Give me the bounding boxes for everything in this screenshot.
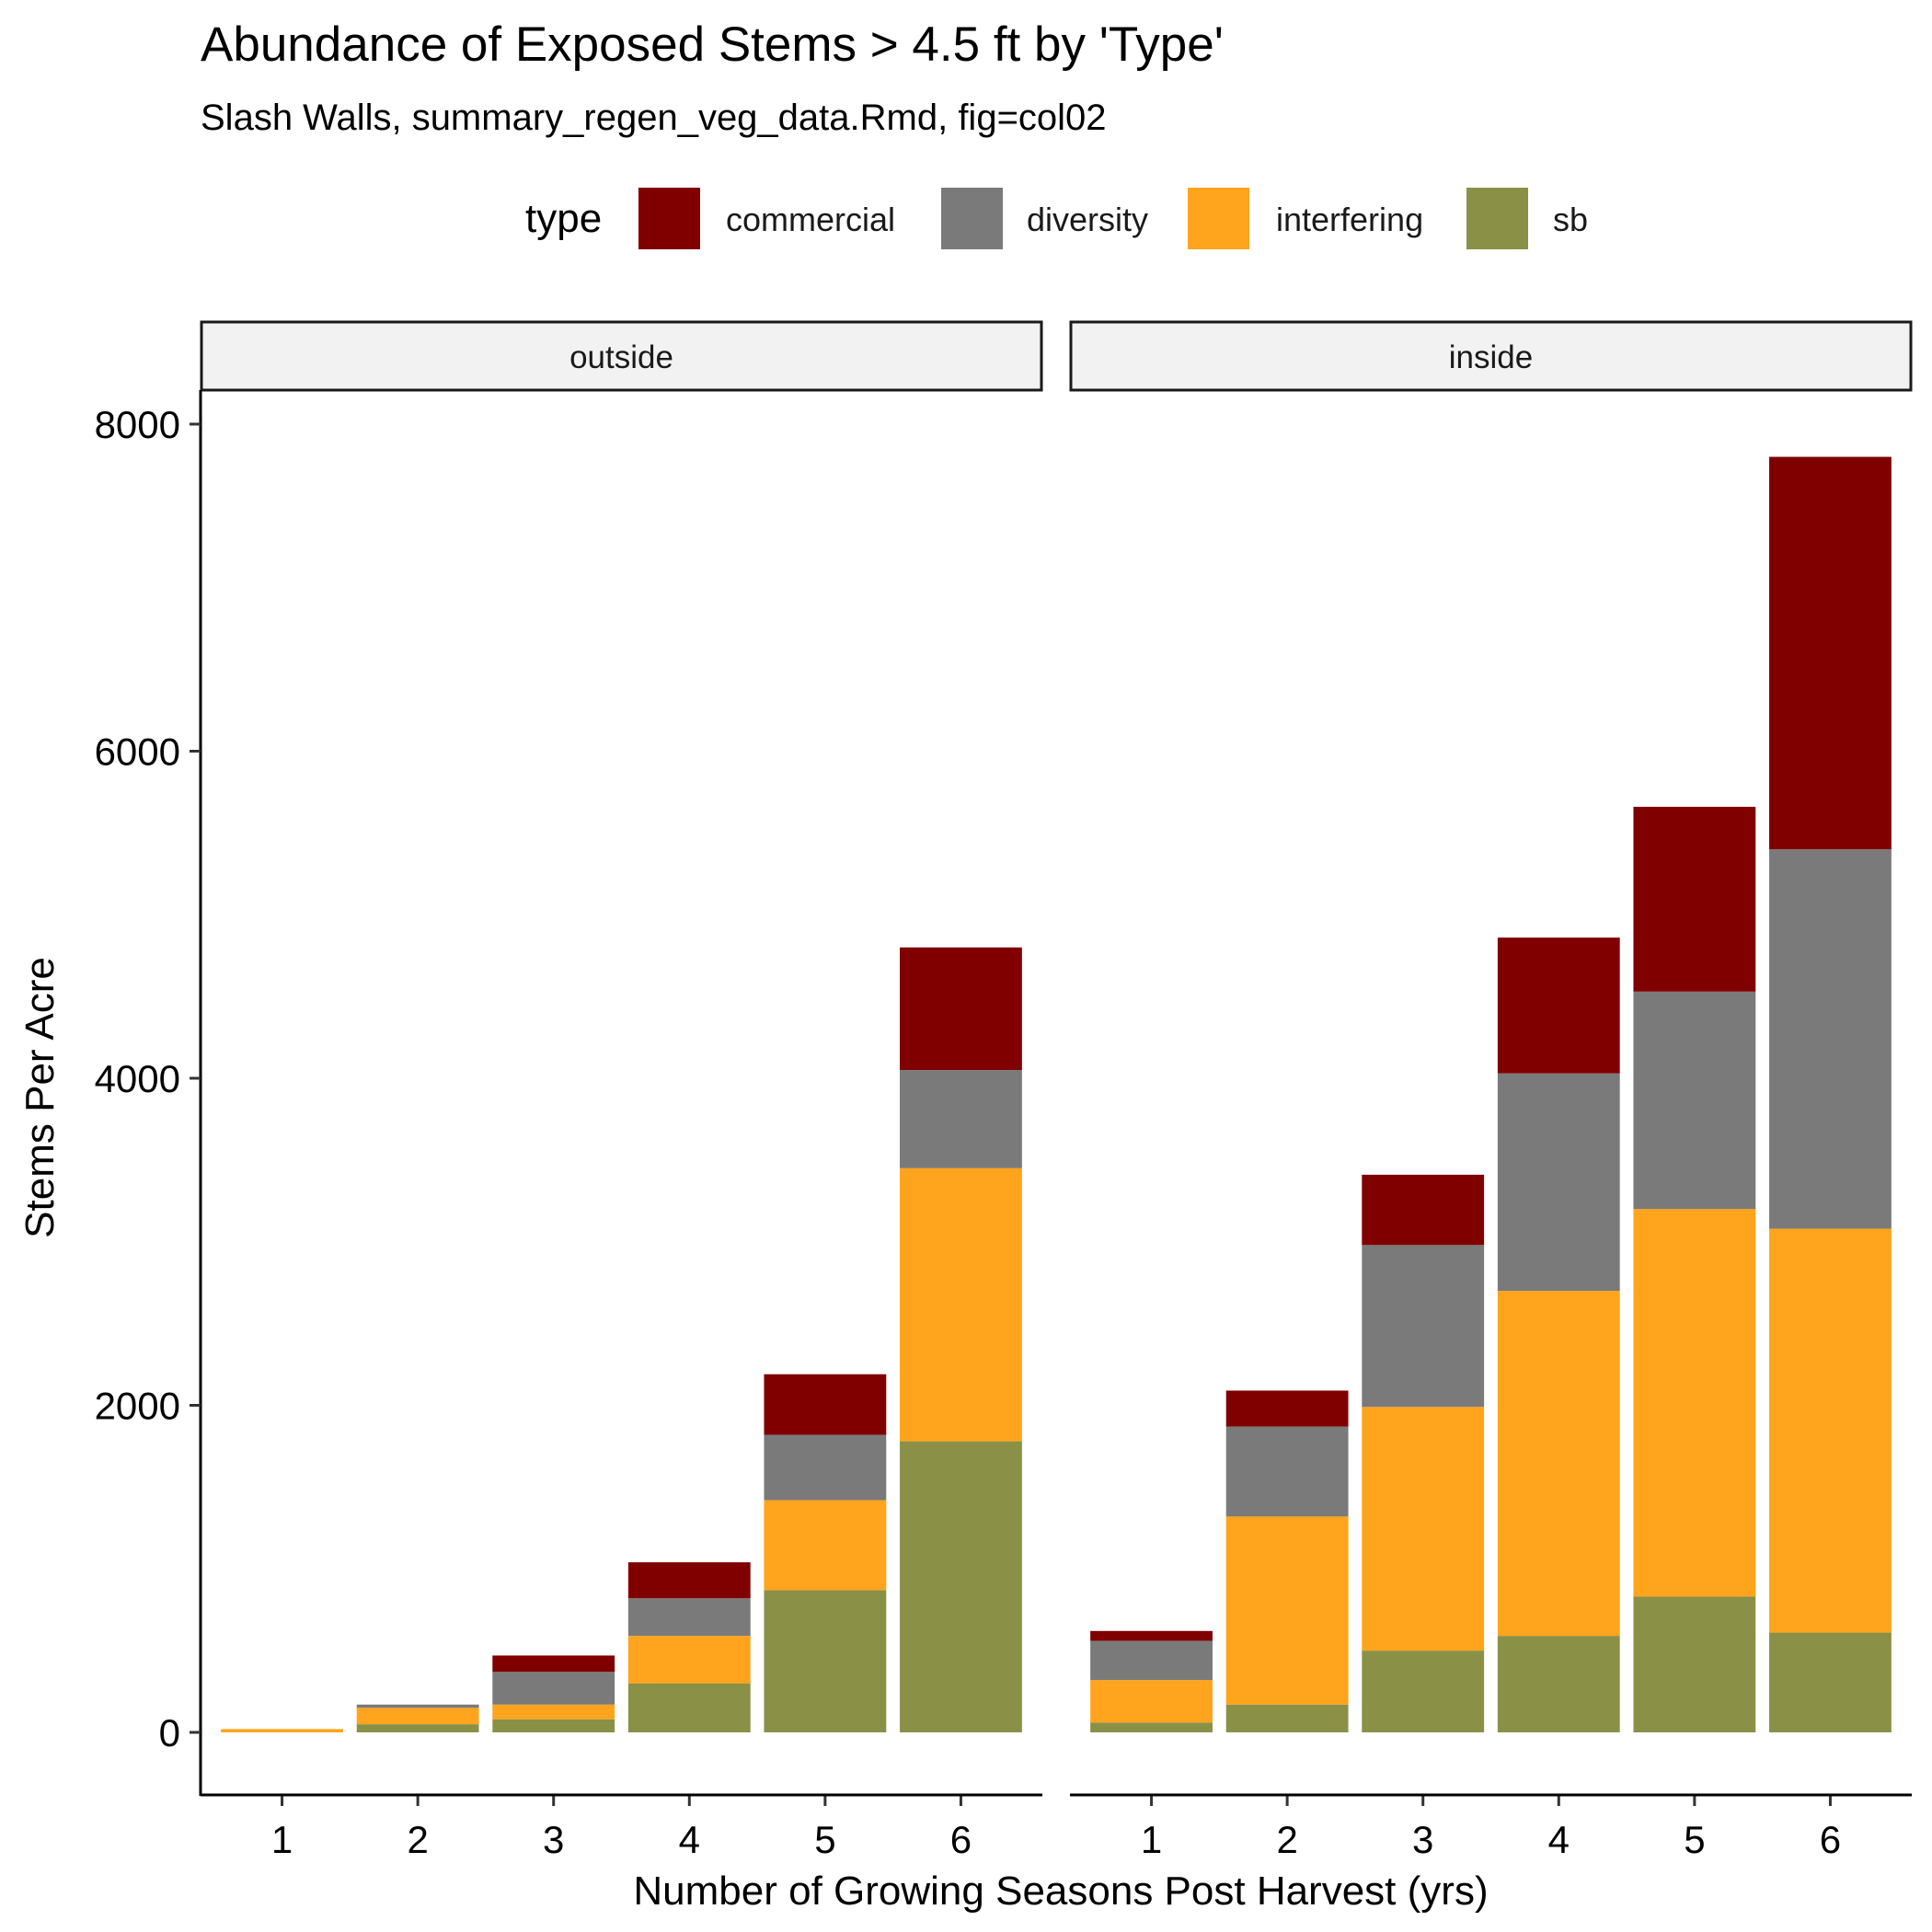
bar-inside-3-interfering	[1362, 1407, 1485, 1651]
bar-inside-6-commercial	[1769, 456, 1892, 850]
bar-inside-4-sb	[1497, 1636, 1620, 1732]
x-tick-label: 5	[1684, 1818, 1705, 1861]
bar-inside-2-sb	[1225, 1704, 1349, 1732]
x-tick-label: 3	[543, 1818, 564, 1861]
bar-inside-2-diversity	[1225, 1426, 1349, 1517]
x-tick-label: 2	[407, 1818, 428, 1861]
bar-inside-1-commercial	[1090, 1630, 1213, 1641]
legend: type commercial diversity interfering sb	[525, 188, 1588, 249]
bar-outside-2-sb	[356, 1724, 479, 1732]
bar-inside-4-commercial	[1497, 937, 1620, 1074]
bar-outside-5-commercial	[764, 1374, 887, 1435]
panel-inside: inside 1 2 3 4 5 6	[1069, 320, 1913, 1861]
facet-strip-label: outside	[569, 339, 673, 375]
x-tick-label: 6	[950, 1818, 972, 1861]
x-axis-label: Number of Growing Seasons Post Harvest (…	[633, 1869, 1488, 1914]
bar-inside-1-interfering	[1090, 1680, 1213, 1723]
chart-subtitle: Slash Walls, summary_regen_veg_data.Rmd,…	[201, 98, 1107, 138]
bar-outside-1-interfering	[221, 1729, 343, 1732]
bar-inside-5-interfering	[1633, 1209, 1756, 1597]
y-tick-label: 0	[159, 1711, 180, 1754]
y-tick-label: 6000	[95, 730, 180, 774]
bar-outside-5-interfering	[764, 1500, 887, 1591]
bar-inside-3-commercial	[1362, 1174, 1485, 1246]
bar-inside-2-commercial	[1225, 1390, 1349, 1427]
x-tick-label: 5	[814, 1818, 835, 1861]
legend-label-commercial: commercial	[726, 201, 895, 238]
facet-strip-label: inside	[1449, 339, 1533, 375]
bar-outside-3-interfering	[492, 1704, 615, 1719]
bar-outside-4-commercial	[627, 1562, 751, 1599]
bar-inside-5-sb	[1633, 1596, 1756, 1732]
legend-title: type	[525, 196, 602, 241]
legend-label-interfering: interfering	[1276, 201, 1423, 238]
x-tick-label: 1	[271, 1818, 293, 1861]
legend-label-sb: sb	[1553, 201, 1588, 238]
legend-key-diversity	[941, 188, 1003, 249]
facet-strip-inside	[1069, 320, 1913, 392]
bar-inside-6-interfering	[1769, 1228, 1892, 1633]
bar-outside-6-sb	[900, 1441, 1022, 1732]
x-tick-label: 4	[1548, 1818, 1570, 1861]
bar-inside-5-diversity	[1633, 991, 1756, 1210]
bar-inside-3-sb	[1362, 1650, 1485, 1733]
y-axis: 0 2000 4000 6000 8000	[95, 390, 202, 1796]
bar-outside-2-interfering	[356, 1708, 479, 1725]
bar-inside-2-interfering	[1225, 1516, 1349, 1705]
bar-outside-6-interfering	[900, 1167, 1022, 1442]
bar-outside-5-sb	[764, 1590, 887, 1732]
panel-outside: outside 1 2 3 4 5 6	[200, 320, 1043, 1861]
chart-title: Abundance of Exposed Stems > 4.5 ft by '…	[201, 17, 1224, 72]
bar-outside-3-sb	[492, 1719, 615, 1732]
x-tick-label: 2	[1276, 1818, 1297, 1861]
y-tick-label: 8000	[95, 403, 180, 446]
bar-outside-6-commercial	[900, 947, 1022, 1071]
bar-inside-1-diversity	[1090, 1640, 1213, 1681]
bar-outside-6-diversity	[900, 1070, 1022, 1168]
bar-inside-6-sb	[1769, 1632, 1892, 1732]
bar-inside-5-commercial	[1633, 806, 1756, 992]
legend-label-diversity: diversity	[1027, 201, 1148, 238]
y-tick-label: 2000	[95, 1385, 180, 1428]
bar-inside-1-sb	[1090, 1722, 1213, 1732]
x-tick-label: 4	[679, 1818, 700, 1861]
bar-inside-6-diversity	[1769, 849, 1892, 1229]
bar-inside-3-diversity	[1362, 1245, 1485, 1408]
bar-outside-2-diversity	[356, 1704, 479, 1708]
legend-key-interfering	[1188, 188, 1249, 249]
legend-key-sb	[1466, 188, 1528, 249]
bar-inside-4-diversity	[1497, 1073, 1620, 1292]
bar-outside-3-commercial	[492, 1655, 615, 1673]
bar-outside-4-interfering	[627, 1636, 751, 1684]
x-tick-label: 3	[1412, 1818, 1433, 1861]
x-tick-label: 1	[1141, 1818, 1162, 1861]
bar-outside-4-diversity	[627, 1598, 751, 1637]
bar-outside-3-diversity	[492, 1672, 615, 1705]
y-tick-label: 4000	[95, 1057, 180, 1100]
bar-inside-4-interfering	[1497, 1291, 1620, 1637]
x-tick-label: 6	[1820, 1818, 1841, 1861]
legend-key-commercial	[638, 188, 700, 249]
y-axis-label: Stems Per Acre	[17, 957, 63, 1238]
bar-outside-5-diversity	[764, 1434, 887, 1501]
bar-outside-4-sb	[627, 1683, 751, 1732]
facet-strip-outside	[200, 320, 1043, 392]
